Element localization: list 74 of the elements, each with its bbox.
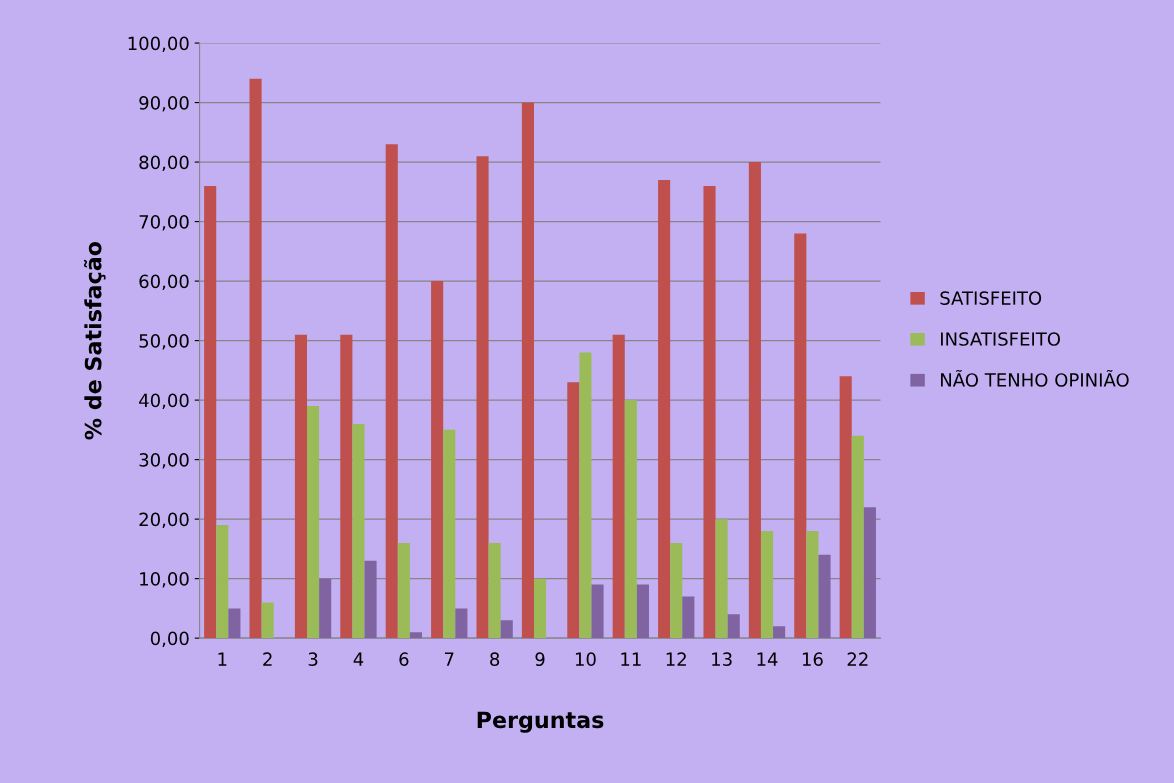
x-tick-label: 10 [575, 652, 596, 667]
bar [703, 185, 716, 639]
x-tick-label: 13 [712, 652, 732, 667]
bar [806, 531, 819, 639]
x-tick-label: 8 [490, 652, 500, 667]
bar [249, 78, 262, 639]
y-tick-label: 40,00 [139, 393, 189, 410]
bar [727, 614, 740, 639]
x-tick-label: 2 [263, 652, 272, 666]
bar [839, 376, 852, 639]
bar [500, 620, 513, 639]
bar [863, 507, 876, 639]
bar [216, 525, 229, 639]
bar [319, 578, 332, 639]
bar [340, 334, 353, 639]
x-axis-title: Perguntas [477, 711, 604, 733]
bar [773, 626, 786, 639]
y-tick-label: 80,00 [139, 155, 189, 172]
bar [567, 382, 580, 639]
y-tick-label: 50,00 [139, 334, 189, 350]
bar [204, 185, 217, 639]
x-tick-label: 7 [444, 652, 454, 666]
legend-label: SATISFEITO [940, 291, 1042, 305]
y-tick-label: 90,00 [139, 96, 189, 112]
bar [670, 542, 683, 639]
bar [760, 531, 774, 639]
bar [307, 406, 320, 639]
x-tick-label: 1 [218, 652, 227, 666]
bar [385, 144, 398, 639]
bar [228, 608, 241, 639]
x-tick-label: 22 [847, 652, 868, 666]
bar [364, 560, 377, 639]
x-tick-label: 6 [399, 652, 409, 667]
bar [682, 596, 695, 639]
y-tick-label: 20,00 [139, 512, 189, 529]
bar [294, 334, 308, 639]
y-tick-label: 100,00 [128, 36, 189, 53]
bar [794, 233, 807, 639]
y-tick-label: 70,00 [139, 215, 189, 231]
x-tick-label: 11 [621, 652, 641, 666]
bar [715, 519, 728, 639]
bar [818, 554, 831, 639]
bar [476, 156, 489, 639]
bar [352, 423, 365, 639]
bar [748, 162, 761, 639]
bar [488, 542, 501, 639]
y-tick-label: 10,00 [140, 572, 189, 588]
bar [409, 632, 423, 639]
legend-label: NÃO TENHO OPINIÃO [941, 369, 1129, 387]
bar [521, 102, 534, 639]
bar [431, 281, 444, 639]
bar [658, 179, 671, 639]
bar [591, 584, 604, 639]
bar [455, 608, 468, 639]
y-tick-label: 30,00 [139, 453, 189, 469]
y-axis-title: % de Satisfação [83, 241, 106, 440]
bar [851, 435, 864, 639]
bar [636, 584, 649, 639]
bar [579, 352, 592, 639]
x-tick-label: 14 [757, 652, 778, 666]
x-tick-label: 12 [666, 652, 686, 666]
bar [533, 578, 547, 639]
x-tick-label: 3 [308, 652, 318, 667]
y-tick-label: 0,00 [150, 631, 189, 648]
bar [624, 400, 637, 639]
bar [612, 334, 625, 639]
x-tick-label: 4 [353, 652, 364, 666]
x-tick-label: 16 [802, 652, 823, 667]
bar [443, 429, 456, 639]
bar [397, 542, 410, 639]
x-tick-label: 9 [535, 652, 545, 667]
y-tick-label: 60,00 [139, 274, 189, 291]
bar [261, 602, 274, 639]
legend-label: INSATISFEITO [941, 332, 1060, 346]
